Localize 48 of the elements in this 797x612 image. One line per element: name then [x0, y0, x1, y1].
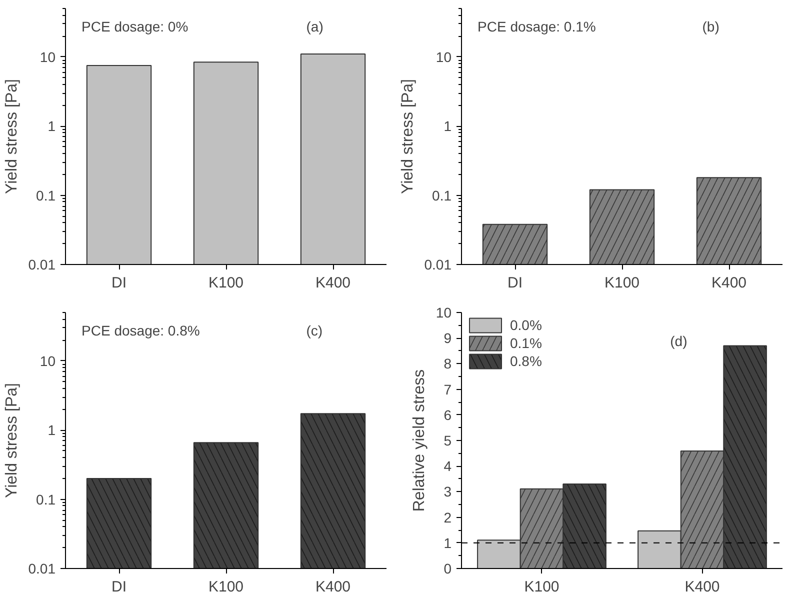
x-tick-label: K400 — [315, 274, 351, 292]
x-tick-label: DI — [112, 578, 126, 596]
legend-label: 0.8% — [510, 352, 542, 370]
y-tick-label: 0.1 — [36, 187, 56, 204]
y-axis-title: Yield stress [Pa] — [3, 78, 20, 194]
y-tick-label: 0.1 — [432, 187, 452, 204]
annotation: PCE dosage: 0.1% — [478, 18, 596, 35]
y-tick-label: 8 — [444, 356, 452, 372]
x-tick-label: K400 — [684, 578, 720, 596]
x-tick-label: K400 — [711, 274, 747, 292]
y-axis-title: Yield stress [Pa] — [3, 382, 20, 498]
x-tick-label: K100 — [208, 578, 244, 596]
y-tick-label: 0.01 — [28, 256, 56, 272]
x-tick-label: K100 — [208, 274, 244, 292]
annotation: PCE dosage: 0% — [82, 18, 188, 35]
annotation: (a) — [306, 18, 324, 35]
x-tick-label: DI — [112, 274, 126, 292]
legend-label: 0.0% — [510, 316, 542, 334]
y-tick-label: 2 — [444, 509, 452, 526]
y-tick-label: 10 — [40, 48, 56, 65]
annotation: (c) — [306, 322, 323, 339]
y-axis-title: Yield stress [Pa] — [399, 78, 416, 194]
y-tick-label: 5 — [444, 432, 452, 448]
y-tick-label: 1 — [48, 118, 56, 134]
annotation: (b) — [702, 18, 720, 35]
y-tick-label: 1 — [48, 422, 56, 438]
y-tick-label: 7 — [444, 381, 452, 398]
y-tick-label: 6 — [444, 406, 452, 423]
y-tick-label: 0.1 — [36, 491, 56, 508]
x-tick-label: DI — [508, 274, 522, 292]
x-tick-label: K400 — [315, 578, 351, 596]
y-tick-label: 3 — [444, 484, 452, 500]
y-tick-label: 0.01 — [28, 560, 56, 576]
y-tick-label: 1 — [444, 534, 452, 551]
y-tick-label: 9 — [444, 330, 452, 346]
y-tick-label: 10 — [436, 304, 452, 320]
annotation: (d) — [670, 332, 688, 349]
y-tick-label: 0.01 — [424, 256, 452, 272]
annotation: PCE dosage: 0.8% — [82, 322, 200, 339]
y-tick-label: 10 — [436, 48, 452, 65]
x-tick-label: K100 — [524, 578, 560, 596]
legend-label: 0.1% — [510, 334, 542, 352]
y-tick-label: 4 — [444, 458, 452, 474]
x-tick-label: K100 — [604, 274, 640, 292]
y-tick-label: 0 — [444, 560, 452, 576]
y-tick-label: 10 — [40, 352, 56, 369]
y-tick-label: 1 — [444, 118, 452, 134]
y-axis-title: Relative yield stress — [410, 369, 428, 512]
